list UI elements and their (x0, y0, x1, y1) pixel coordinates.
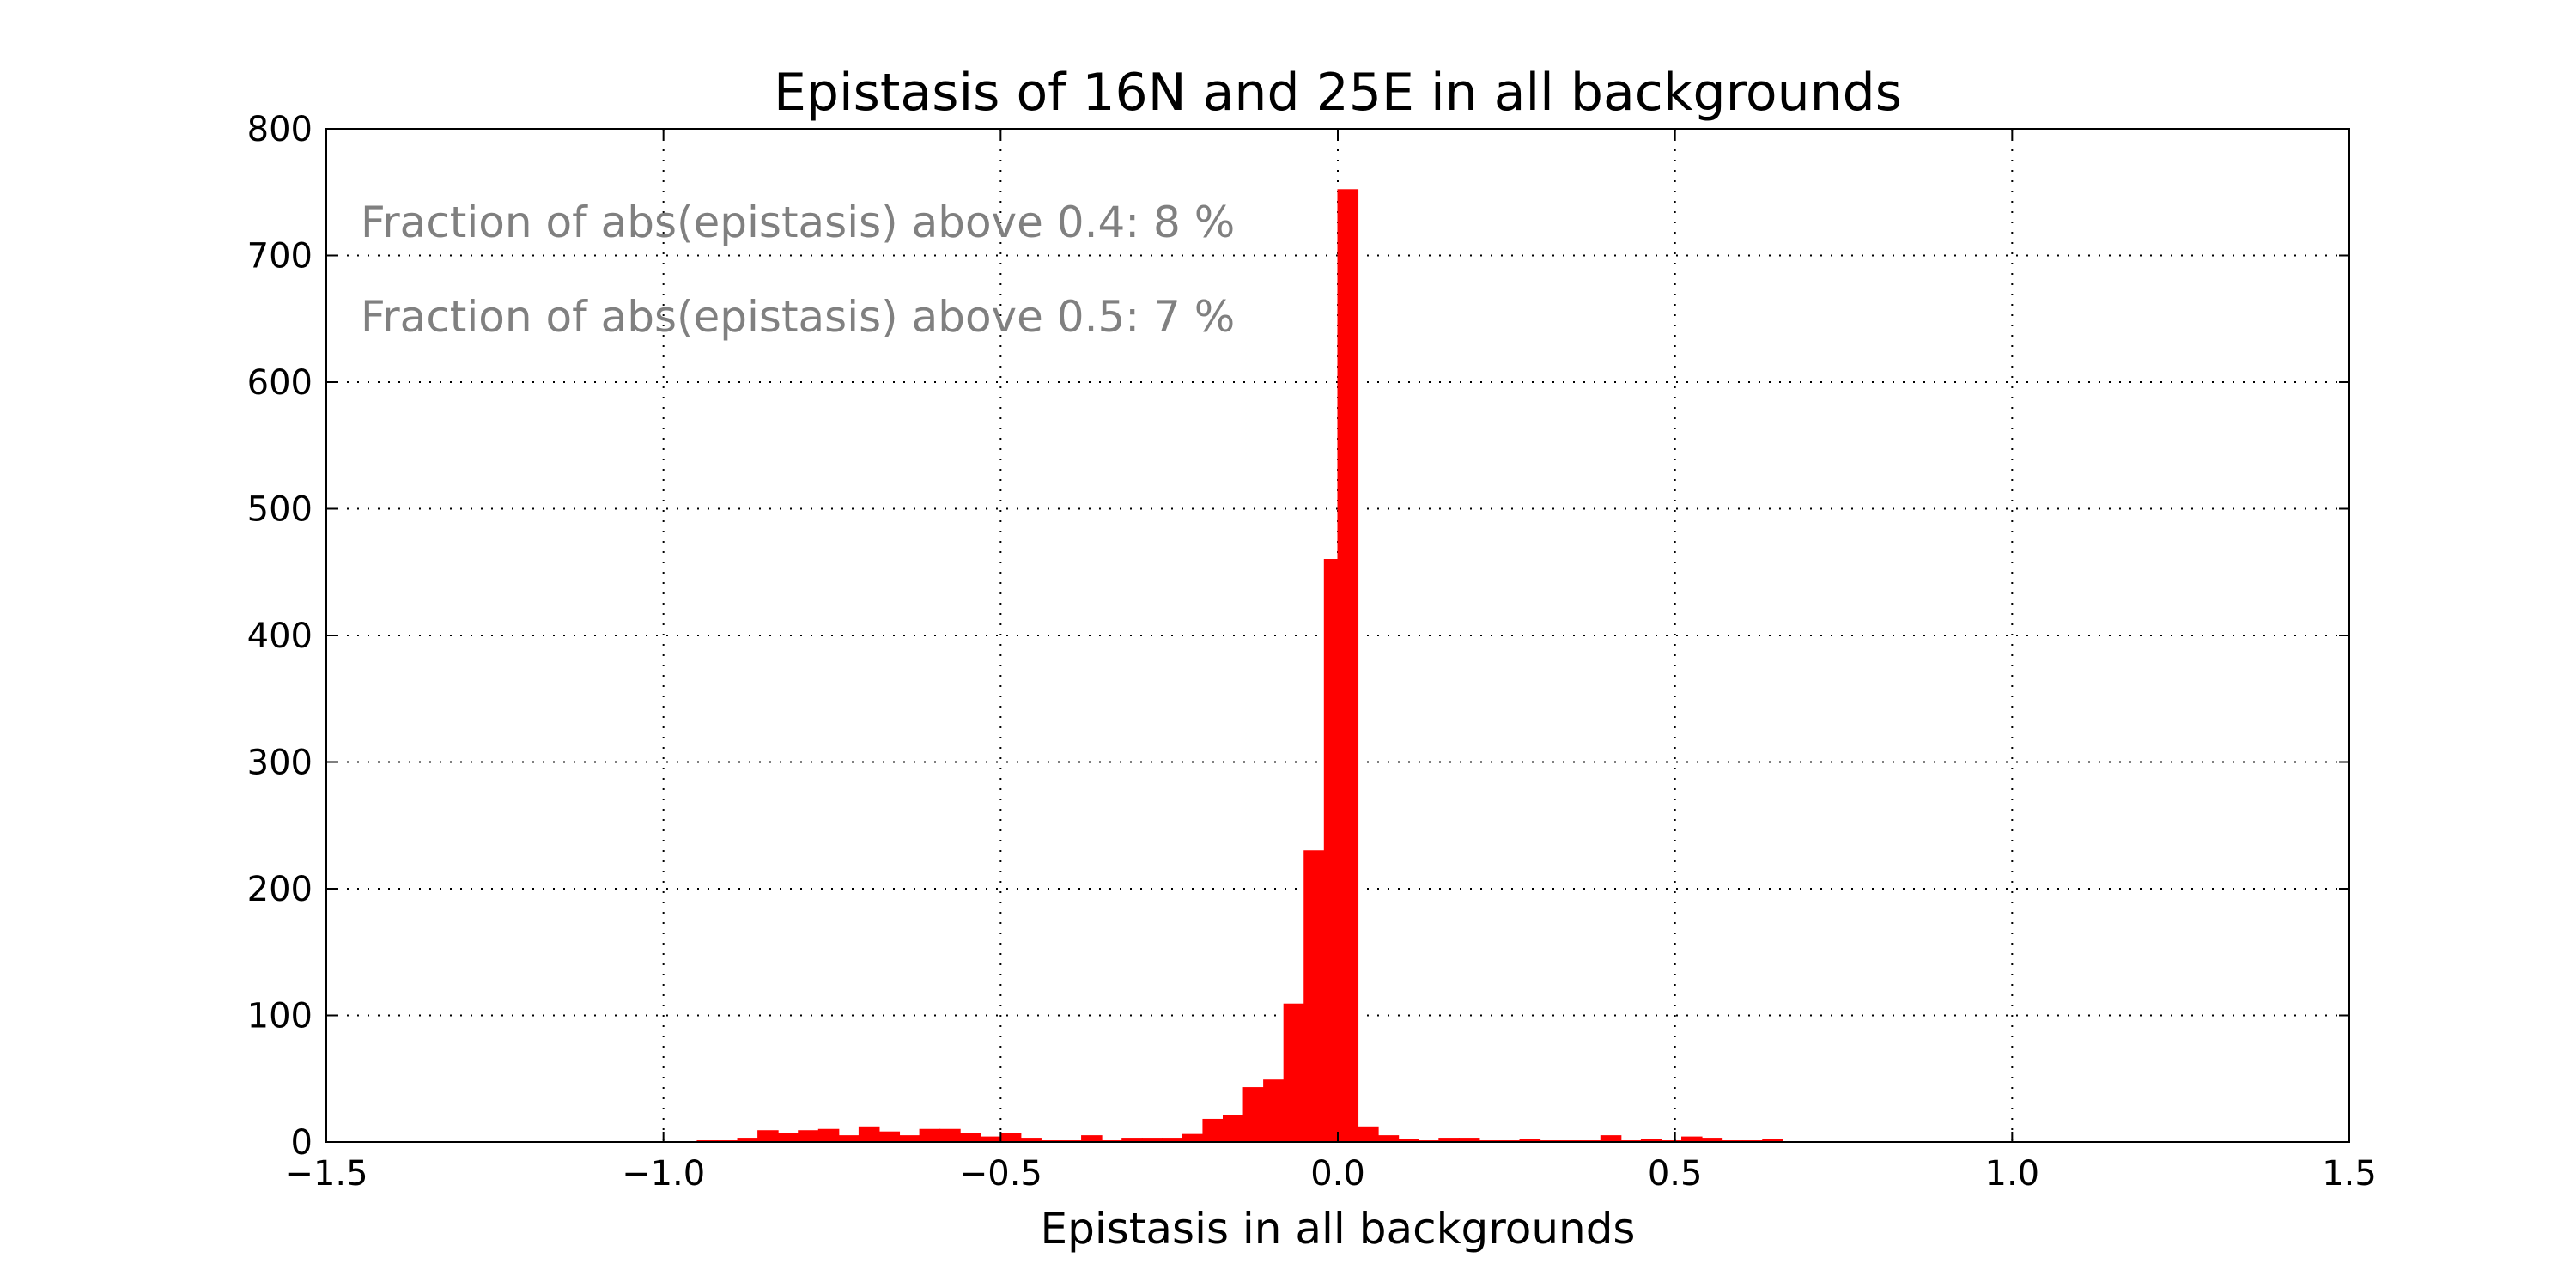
chart-title: Epistasis of 16N and 25E in all backgrou… (774, 63, 1902, 123)
x-tick-label-6: 1.5 (2322, 1154, 2377, 1194)
bar-30 (1303, 850, 1325, 1143)
bar-24 (1182, 1133, 1204, 1143)
bar-10 (899, 1135, 920, 1143)
y-tick-label-8: 800 (247, 110, 313, 149)
bar-3 (757, 1130, 779, 1143)
y-tick-label-3: 300 (247, 744, 313, 783)
annotation-fraction-0-4: Fraction of abs(epistasis) above 0.4: 8 … (361, 197, 1235, 247)
y-tick-label-1: 100 (247, 997, 313, 1036)
y-tick-label-7: 700 (247, 237, 313, 276)
bar-12 (939, 1128, 961, 1143)
bar-25 (1202, 1118, 1224, 1143)
bar-5 (798, 1130, 819, 1143)
bar-32 (1337, 189, 1359, 1143)
bar-34 (1377, 1135, 1400, 1143)
bar-27 (1242, 1087, 1265, 1143)
bar-6 (817, 1128, 840, 1143)
bar-13 (959, 1133, 981, 1143)
x-axis-ticks: −1.5 −1.0 −0.5 0.0 0.5 1.0 1.5 (284, 129, 2377, 1194)
y-tick-label-4: 400 (247, 617, 313, 656)
x-axis-label: Epistasis in all backgrounds (1041, 1204, 1636, 1254)
y-tick-label-2: 200 (247, 870, 313, 909)
bar-45 (1600, 1135, 1622, 1143)
y-tick-label-5: 500 (247, 490, 313, 530)
annotation-fraction-0-5: Fraction of abs(epistasis) above 0.5: 7 … (361, 292, 1235, 342)
y-tick-label-6: 600 (247, 363, 313, 403)
x-tick-label-5: 1.0 (1985, 1154, 2040, 1194)
bar-15 (999, 1133, 1022, 1143)
bar-7 (838, 1135, 860, 1143)
bar-26 (1222, 1115, 1244, 1143)
bar-11 (919, 1128, 941, 1143)
bar-8 (858, 1126, 880, 1143)
bar-19 (1081, 1135, 1103, 1143)
bar-4 (777, 1133, 799, 1143)
y-tick-label-0: 0 (291, 1123, 313, 1163)
x-tick-label-0: −1.5 (284, 1154, 368, 1194)
x-tick-label-2: −0.5 (959, 1154, 1042, 1194)
bar-33 (1358, 1126, 1379, 1143)
histogram-bars (696, 189, 1783, 1143)
x-tick-label-3: 0.0 (1310, 1154, 1365, 1194)
y-axis-ticks: 0 100 200 300 400 500 600 700 800 (247, 110, 2349, 1163)
bar-9 (878, 1131, 901, 1143)
bar-28 (1263, 1079, 1285, 1143)
x-tick-label-4: 0.5 (1648, 1154, 1703, 1194)
bar-29 (1283, 1003, 1305, 1143)
x-tick-label-1: −1.0 (622, 1154, 705, 1194)
